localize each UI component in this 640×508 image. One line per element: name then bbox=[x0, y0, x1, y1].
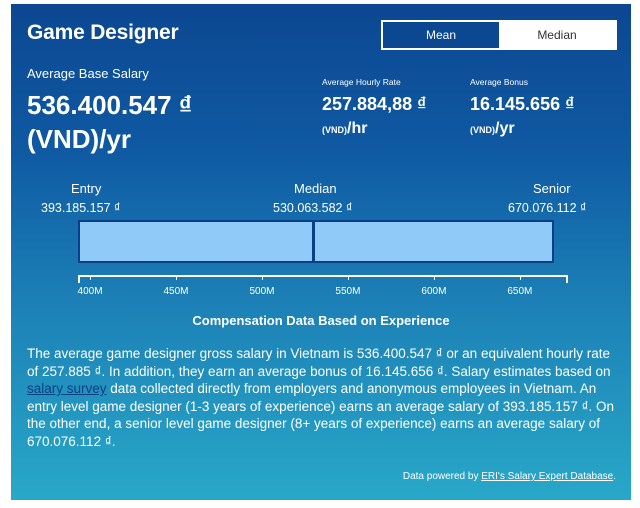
bonus-currency: (VND) bbox=[470, 125, 495, 135]
senior-label: Senior bbox=[533, 181, 571, 196]
entry-label: Entry bbox=[71, 181, 102, 196]
axis-tick-label: 500M bbox=[249, 286, 275, 297]
axis-line bbox=[78, 275, 568, 277]
axis-tick-label: 650M bbox=[507, 286, 533, 297]
axis-right-end bbox=[566, 275, 568, 283]
description-part-2: data collected directly from employers a… bbox=[27, 381, 615, 449]
axis-tick bbox=[519, 275, 521, 280]
salary-card: Game Designer Mean Median Average Base S… bbox=[11, 4, 631, 500]
eri-database-link[interactable]: ERI's Salary Expert Database bbox=[481, 471, 614, 482]
description-part-1: The average game designer gross salary i… bbox=[27, 346, 611, 379]
compensation-caption: Compensation Data Based on Experience bbox=[192, 313, 450, 328]
powered-suffix: . bbox=[613, 471, 616, 482]
axis-tick bbox=[347, 275, 349, 280]
average-bonus-unit: (VND)/yr bbox=[470, 120, 515, 138]
average-base-salary-value: 536.400.547 ₫ (VND)/yr bbox=[27, 88, 307, 156]
axis-tick-label: 450M bbox=[163, 286, 189, 297]
mean-toggle-button[interactable]: Mean bbox=[383, 22, 499, 48]
axis-tick-label: 400M bbox=[77, 286, 103, 297]
salary-description: The average game designer gross salary i… bbox=[27, 345, 623, 450]
axis-tick bbox=[433, 275, 435, 280]
axis-tick bbox=[90, 275, 92, 280]
salary-range-bar bbox=[78, 220, 555, 263]
median-marker bbox=[312, 222, 316, 261]
axis-tick-label: 600M bbox=[421, 286, 447, 297]
hourly-period: /hr bbox=[347, 120, 368, 137]
hourly-currency: (VND) bbox=[322, 125, 347, 135]
axis-tick bbox=[261, 275, 263, 280]
bonus-period: /yr bbox=[495, 120, 515, 137]
job-title: Game Designer bbox=[27, 21, 179, 44]
salary-axis bbox=[78, 275, 568, 283]
median-value: 530.063.582 ₫ bbox=[273, 201, 353, 215]
salary-survey-link[interactable]: salary survey bbox=[27, 381, 107, 396]
axis-tick-label: 550M bbox=[335, 286, 361, 297]
median-toggle-button[interactable]: Median bbox=[499, 22, 615, 48]
hourly-rate-value: 257.884,88 ₫ bbox=[322, 94, 427, 114]
data-powered-by: Data powered by ERI's Salary Expert Data… bbox=[403, 471, 616, 482]
hourly-rate-label: Average Hourly Rate bbox=[322, 77, 401, 87]
axis-tick bbox=[176, 275, 177, 280]
base-salary-unit: (VND)/yr bbox=[27, 124, 132, 154]
median-label: Median bbox=[294, 181, 337, 196]
average-bonus-value: 16.145.656 ₫ bbox=[470, 94, 575, 114]
hourly-rate-unit: (VND)/hr bbox=[322, 120, 367, 138]
mean-median-toggle: Mean Median bbox=[381, 20, 617, 50]
senior-value: 670.076.112 ₫ bbox=[508, 201, 587, 215]
base-salary-amount: 536.400.547 ₫ bbox=[27, 90, 193, 120]
powered-prefix: Data powered by bbox=[402, 471, 482, 482]
axis-left-end bbox=[78, 275, 80, 283]
average-bonus-label: Average Bonus bbox=[470, 77, 528, 87]
entry-value: 393.185.157 ₫ bbox=[41, 201, 121, 215]
average-base-salary-label: Average Base Salary bbox=[27, 66, 149, 81]
